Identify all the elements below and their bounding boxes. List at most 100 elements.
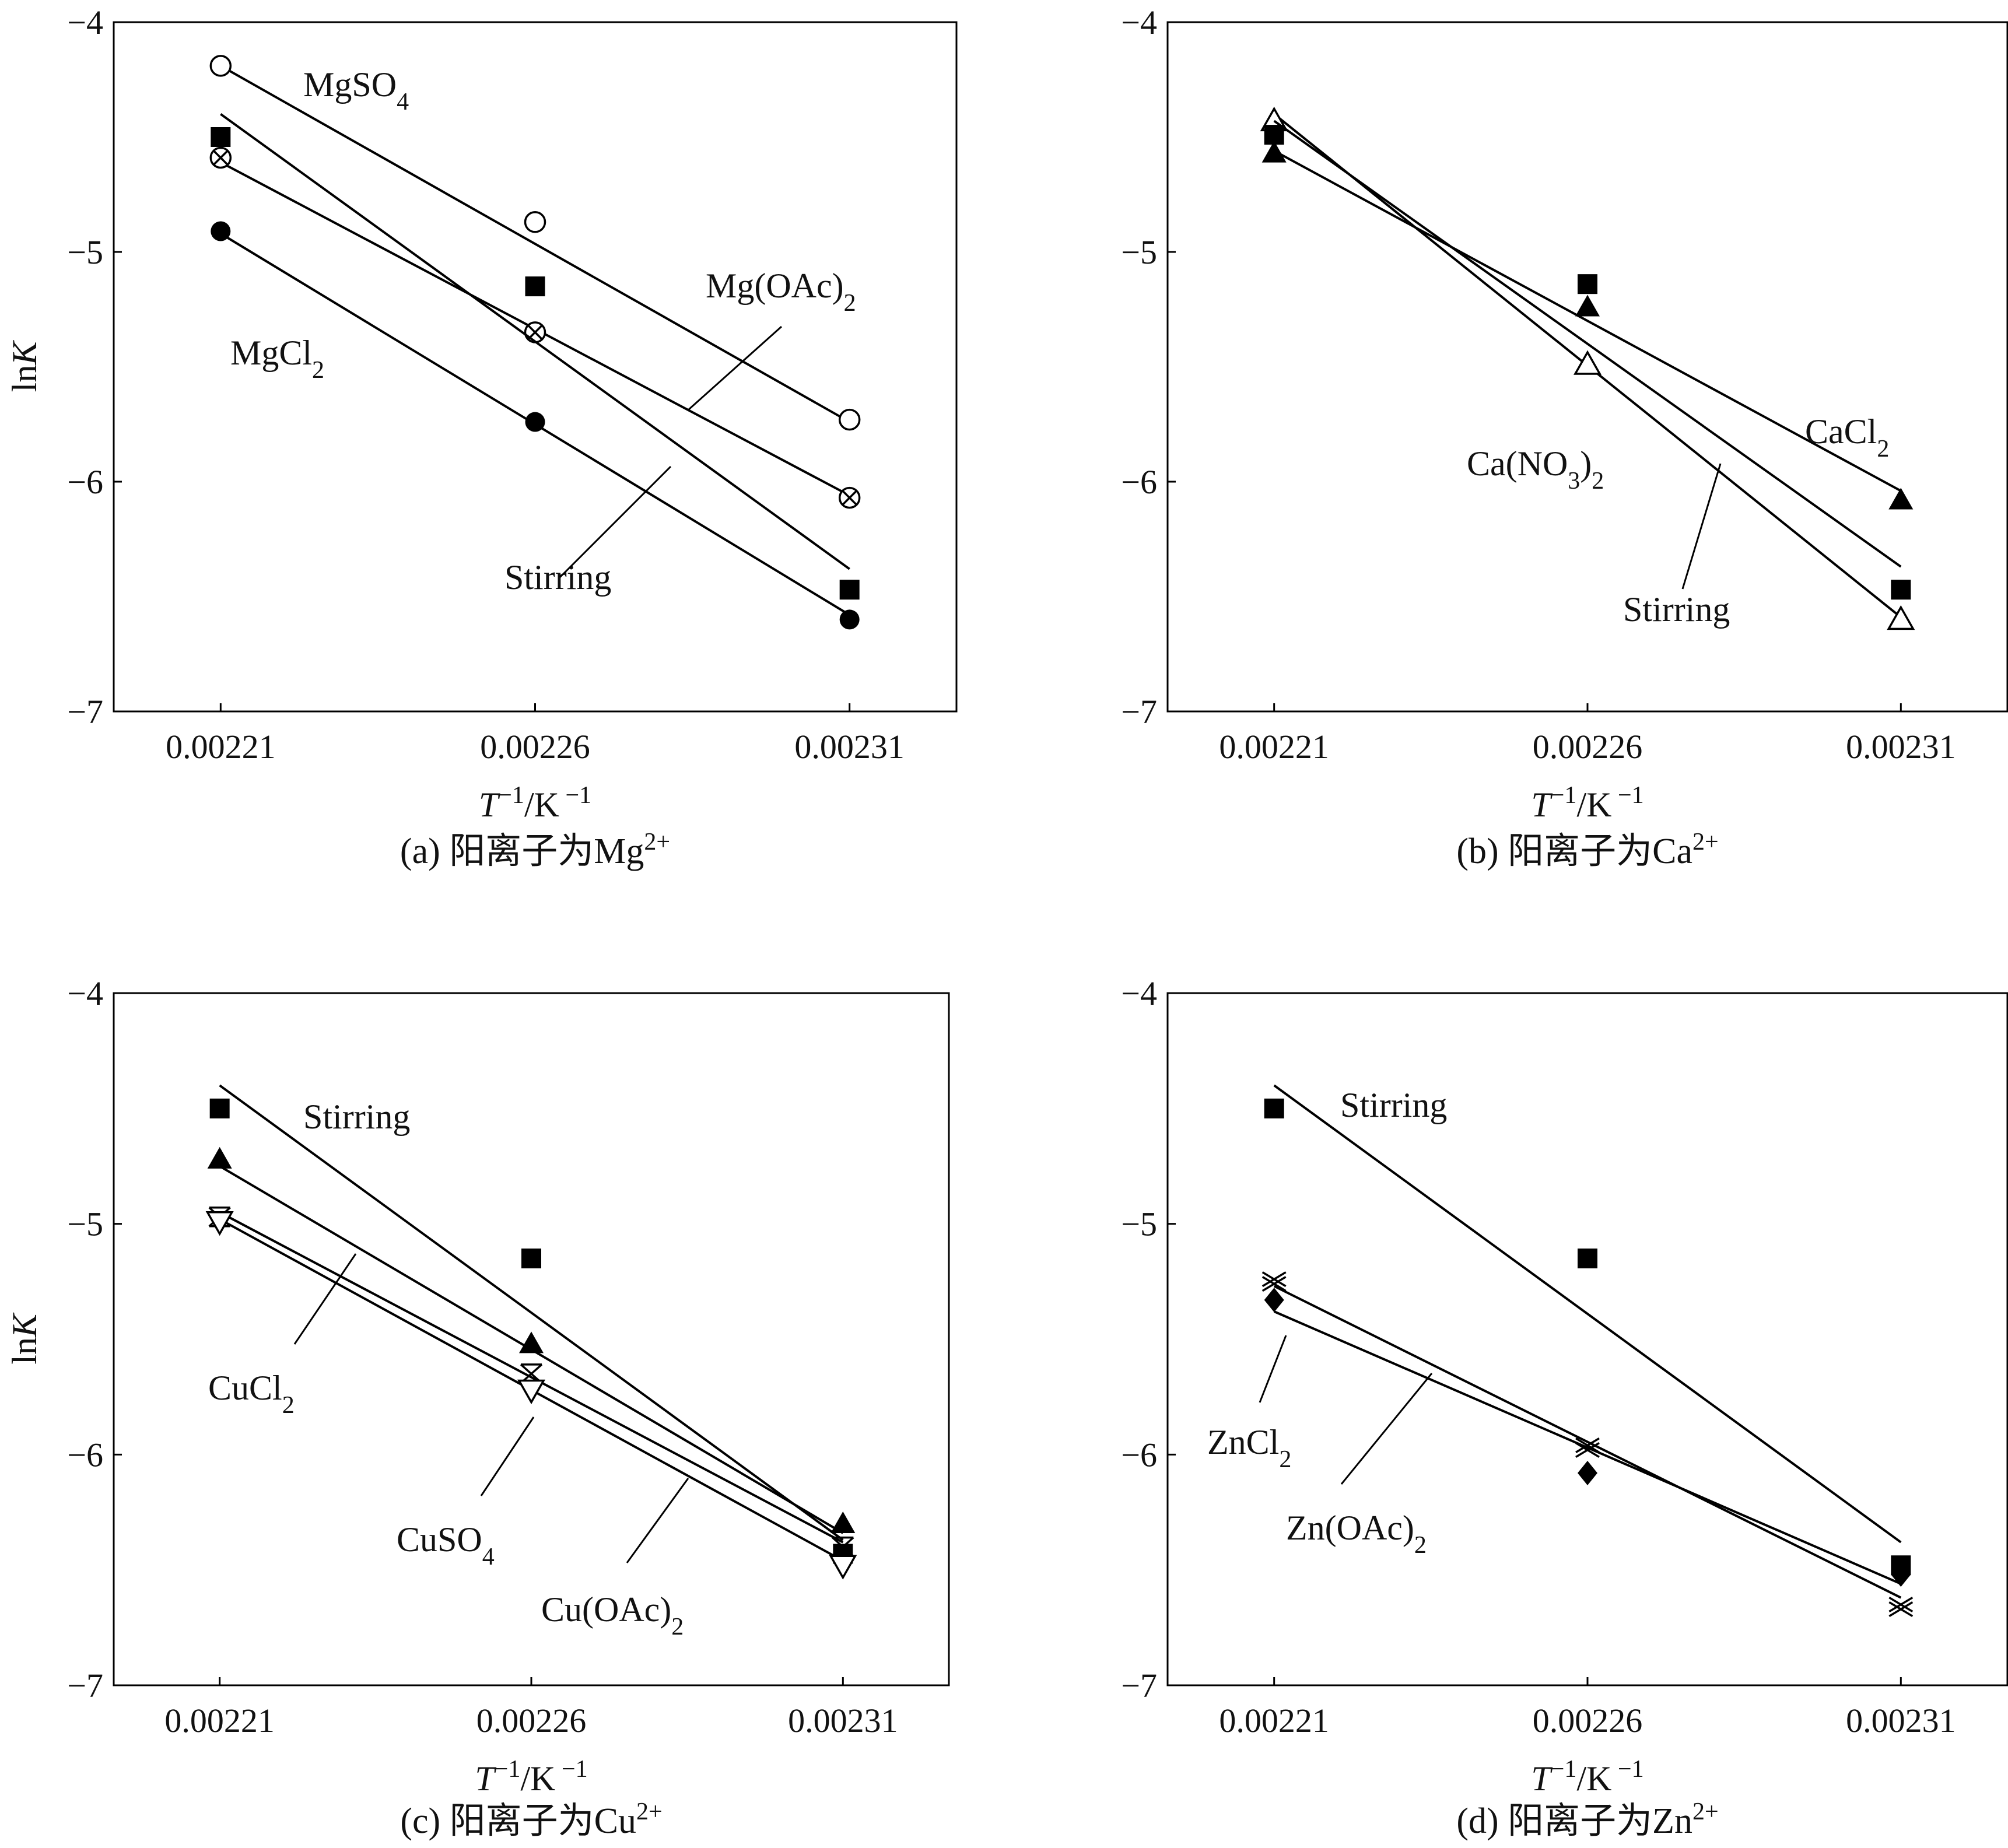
series-Stirring: Stirring	[1264, 1084, 1911, 1576]
y-axis-label: lnK	[5, 1312, 44, 1365]
series-label-part: 2	[1279, 1446, 1291, 1473]
y-tick-label: −6	[67, 463, 103, 501]
y-tick-label: −4	[1121, 3, 1157, 41]
star-x-marker	[520, 1363, 543, 1384]
y-tick-label: −5	[67, 233, 103, 271]
circle-x-stroke	[842, 490, 857, 506]
leader-line	[626, 1478, 689, 1563]
x-tick-label: 0.00226	[476, 1702, 587, 1740]
filled-square-marker	[1264, 1098, 1284, 1118]
y-tick-label: −6	[1121, 463, 1157, 501]
panel-caption-part: (c) 阳离子为Cu	[400, 1801, 636, 1841]
series-label: Mg(OAc)2	[706, 266, 856, 317]
series-CuCl2: CuCl2	[207, 1146, 856, 1534]
filled-square-marker	[1264, 125, 1284, 145]
x-tick-label: 0.00221	[1219, 1702, 1329, 1740]
series-CaCl2: CaCl2	[1261, 141, 1914, 510]
x-axis-label: T−1/K −1	[1531, 1756, 1643, 1798]
x-cross-marker	[1575, 1437, 1600, 1458]
x-tick-label: 0.00221	[164, 1702, 275, 1740]
open-down-triangle-marker	[517, 1379, 546, 1405]
panel-caption-part: 2+	[1692, 829, 1719, 855]
fit-line	[220, 65, 850, 423]
series-Ca(NO3)2: Ca(NO3)2	[1260, 106, 1915, 630]
x-cross-marker	[1261, 1271, 1287, 1292]
filled-triangle-marker	[830, 1512, 856, 1534]
open-down-triangle-marker	[205, 1211, 234, 1236]
series-label-part: )	[1580, 444, 1592, 483]
circle-x-stroke	[213, 150, 229, 166]
filled-triangle-marker	[519, 1331, 544, 1353]
x-axis-label-part: T	[1531, 1759, 1553, 1798]
series-label-part: 2	[1877, 436, 1889, 462]
filled-circle-marker	[839, 609, 860, 630]
series-label-part: Cu(OAc)	[541, 1590, 671, 1629]
series-label: Zn(OAc)2	[1286, 1509, 1427, 1559]
fit-line	[1273, 1285, 1902, 1599]
filled-diamond-marker	[1891, 1562, 1911, 1587]
panel-caption-part: (b) 阳离子为Ca	[1456, 832, 1692, 871]
x-cross-marker	[1888, 1597, 1914, 1618]
series-label: MgCl2	[230, 334, 324, 384]
star-x-marker	[832, 1536, 854, 1558]
series-MgCl2: MgCl2	[211, 221, 860, 630]
filled-square-marker	[521, 1249, 541, 1269]
x-tick-label: 0.00221	[1219, 728, 1329, 766]
series-Mg(OAc)2: Mg(OAc)2	[209, 146, 861, 509]
series-Cu(OAc)2: Cu(OAc)2	[205, 1211, 857, 1640]
x-tick-label: 0.00231	[1846, 728, 1956, 766]
panel-caption-part: (d) 阳离子为Zn	[1456, 1801, 1692, 1841]
series-label: Cu(OAc)2	[541, 1590, 684, 1640]
x-tick-label: 0.00231	[794, 728, 905, 766]
x-tick-label: 0.00226	[1533, 728, 1643, 766]
series-label: Ca(NO3)2	[1467, 444, 1604, 495]
filled-square-marker	[1891, 580, 1911, 600]
x-tick-label: 0.00231	[788, 1702, 898, 1740]
series-label-part: 3	[1568, 468, 1580, 495]
y-axis-label-part: ln	[5, 365, 44, 392]
leader-line	[1340, 1373, 1433, 1485]
y-axis-label: lnK	[5, 1312, 44, 1365]
plot-frame	[1166, 992, 2008, 1686]
x-axis-label-part: T	[1531, 786, 1553, 824]
series-label-part: Stirring	[303, 1097, 410, 1136]
y-tick-label: −5	[1121, 1205, 1157, 1243]
series-label: CuSO4	[397, 1520, 495, 1570]
y-tick-label: −4	[1121, 974, 1157, 1012]
x-axis-label-part: −1	[555, 1756, 587, 1783]
y-axis-label-part: K	[5, 340, 44, 366]
series-Stirring: Stirring	[1264, 120, 1911, 629]
panel-caption: (a) 阳离子为Mg2+	[400, 829, 670, 871]
open-circle-marker	[209, 55, 232, 77]
series-ZnCl2: ZnCl2	[1207, 1271, 1914, 1618]
y-tick-label: −5	[1121, 233, 1157, 271]
open-triangle-marker	[1573, 350, 1602, 375]
x-axis-label: T−1/K −1	[475, 1756, 587, 1798]
x-axis-label-part: −1	[1611, 1756, 1643, 1783]
series-label-part: Stirring	[1340, 1086, 1447, 1124]
panel-caption: (d) 阳离子为Zn2+	[1456, 1798, 1718, 1841]
y-tick-label: −7	[1121, 693, 1157, 731]
y-axis-label-part: ln	[5, 1337, 44, 1365]
series-label-part: ZnCl	[1207, 1423, 1279, 1461]
series-label-part: MgCl	[230, 334, 312, 372]
x-axis-label-part: −1	[559, 782, 591, 809]
x-axis-label-part: /K	[1576, 1759, 1611, 1798]
panel-caption-part: 2+	[636, 1798, 663, 1825]
x-axis-label-part: −1	[1611, 782, 1643, 809]
series-label: Stirring	[1340, 1086, 1447, 1124]
series-label: Stirring	[504, 558, 611, 597]
series-label-part: MgSO	[303, 65, 397, 104]
y-axis-label-part: K	[5, 1312, 44, 1338]
fit-line	[1273, 120, 1902, 568]
fit-line	[219, 1084, 844, 1541]
fit-line	[1273, 1084, 1902, 1544]
filled-square-marker	[525, 276, 545, 297]
series-label-part: 4	[397, 89, 409, 115]
series-Zn(OAc)2: Zn(OAc)2	[1264, 1288, 1911, 1587]
filled-triangle-marker	[1261, 141, 1287, 163]
series-label-part: CaCl	[1805, 412, 1877, 451]
